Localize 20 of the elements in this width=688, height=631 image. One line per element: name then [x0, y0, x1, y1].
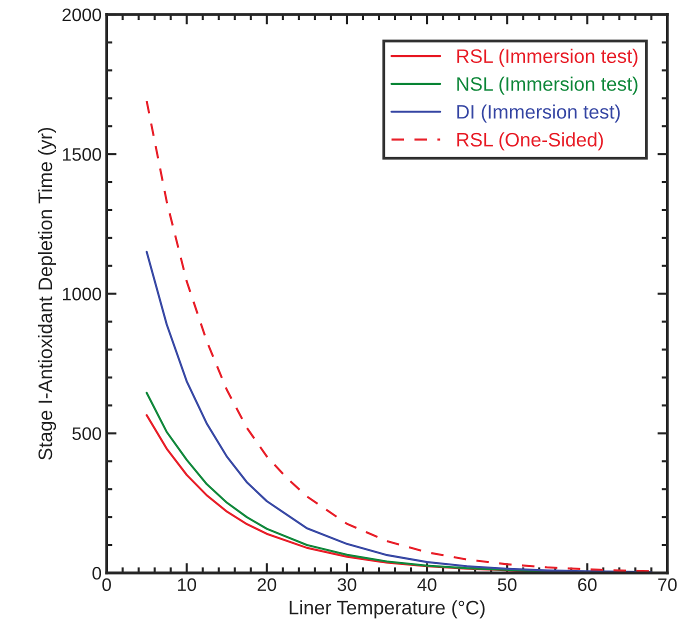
y-tick-label: 0 — [92, 566, 102, 580]
x-tick-label: 40 — [417, 578, 436, 592]
legend-label: DI (Immersion test) — [457, 104, 620, 123]
legend-label: RSL (Immersion test) — [457, 48, 638, 67]
legend-label: RSL (One-Sided) — [457, 132, 603, 150]
y-tick-label: 500 — [72, 427, 102, 440]
x-tick-label: 10 — [178, 578, 196, 592]
x-axis-title: Liner Temperature (°C) — [290, 600, 485, 618]
x-tick-label: 50 — [498, 578, 516, 592]
line-series — [146, 250, 652, 573]
x-tick-label: 70 — [658, 578, 677, 592]
y-axis-title: Stage I-Antioxidant Depletion Time (yr) — [38, 128, 56, 460]
x-tick-label: 20 — [258, 578, 276, 592]
x-tick-label: 30 — [338, 578, 356, 592]
x-tick-label: 0 — [102, 578, 111, 592]
y-tick-label: 1500 — [62, 148, 102, 161]
legend-label: NSL (Immersion test) — [457, 76, 638, 95]
y-tick-label: 2000 — [62, 8, 102, 22]
x-tick-label: 60 — [578, 578, 597, 592]
y-tick-label: 1000 — [62, 288, 102, 300]
